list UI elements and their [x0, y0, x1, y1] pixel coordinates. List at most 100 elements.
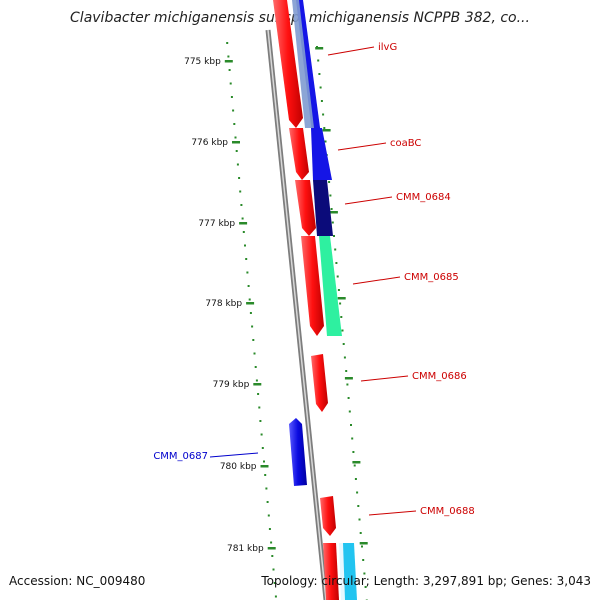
ruler-dot — [228, 69, 231, 71]
ruler-dot-outer — [340, 316, 343, 318]
ruler-dot — [246, 271, 249, 274]
ruler-dot-outer — [335, 262, 338, 264]
ruler-dot-outer — [337, 289, 340, 291]
gene-label-leader-line — [368, 510, 417, 516]
genome-backbone-inner — [267, 29, 327, 600]
gene-arrow-CMM_0688[interactable] — [320, 496, 336, 536]
gene-label-cmm-0685[interactable]: CMM_0685 — [404, 272, 459, 283]
ruler-major-tick — [224, 60, 233, 63]
ruler-major-tick — [253, 383, 262, 386]
ruler-dot-outer — [350, 424, 352, 426]
ruler-dot — [244, 244, 246, 247]
orf-bar-cyan-light[interactable] — [339, 543, 345, 600]
tick-label: 779 kbp — [213, 380, 250, 390]
gene-label-ilvg[interactable]: ilvG — [378, 42, 397, 53]
ruler-dot — [273, 582, 276, 584]
ruler-dot-outer — [343, 356, 346, 359]
ruler-dot — [226, 42, 229, 44]
tick-label: 778 kbp — [205, 299, 242, 309]
ruler-dot — [265, 487, 268, 490]
ruler-dot-outer — [353, 464, 356, 467]
ruler-dot-outer — [357, 505, 360, 507]
ruler-dot — [259, 420, 262, 422]
gene-track — [273, 0, 339, 600]
ruler-major-tick-outer — [322, 129, 331, 132]
ruler-dot-outer — [318, 73, 321, 75]
ruler-dot-outer — [323, 127, 326, 129]
ruler-dot — [234, 136, 237, 139]
ruler-dot — [235, 150, 238, 152]
ruler-major-tick-outer — [337, 297, 346, 300]
ruler-dot — [270, 541, 273, 544]
ruler-dot — [272, 568, 275, 571]
ruler-dot — [232, 109, 235, 112]
orf-bar-green[interactable] — [319, 236, 342, 336]
ruler-dot-outer — [364, 586, 367, 588]
ruler-dot-outer — [339, 302, 342, 305]
tick-label: 777 kbp — [198, 219, 235, 229]
ruler-dot — [238, 177, 241, 179]
gene-arrow-coaBC[interactable] — [289, 128, 309, 180]
ruler-dot — [230, 96, 233, 98]
ruler-dot — [267, 514, 270, 517]
gene-label-leader-line — [344, 196, 393, 205]
ruler-dot-outer — [361, 545, 363, 548]
ruler-dot-outer — [317, 59, 320, 62]
tick-label: 780 kbp — [220, 462, 257, 472]
ruler-dot — [260, 433, 263, 436]
orf-bar-navy[interactable] — [313, 180, 333, 236]
ruler-dot-outer — [352, 451, 355, 453]
ruler-dot — [251, 325, 254, 328]
ruler-dot-outer — [324, 140, 327, 143]
gene-label-leader-line — [360, 375, 409, 382]
ruler-major-tick — [239, 222, 248, 225]
orf-bar-grey[interactable] — [292, 0, 314, 128]
orf-bar-cyan[interactable] — [341, 543, 357, 600]
ruler-dot-outer — [363, 572, 366, 575]
ruler-major-tick — [232, 141, 240, 144]
ruler-dot-outer — [336, 275, 339, 278]
tick-label: 776 kbp — [191, 138, 228, 148]
ruler-major-tick — [246, 302, 255, 305]
gene-label-leader-line — [337, 142, 387, 151]
orf-bar-blue-2[interactable] — [311, 128, 332, 180]
gene-arrow-CMM_0686[interactable] — [311, 354, 328, 412]
gene-label-cmm-0684[interactable]: CMM_0684 — [396, 192, 451, 203]
ruler-major-tick — [267, 547, 276, 550]
gene-label-coabc[interactable]: coaBC — [390, 138, 421, 149]
gene-arrow-ilvG[interactable] — [273, 0, 303, 128]
gene-labels: ilvG coaBC CMM_0684 CMM_0685 CMM_0686 CMM_068… — [153, 42, 474, 517]
gene-label-leader-line — [352, 276, 401, 285]
gene-label-cmm-0688[interactable]: CMM_0688 — [420, 506, 475, 517]
ruler-dot-outer — [334, 248, 337, 251]
ruler-dot — [252, 339, 255, 341]
ruler-dot — [239, 190, 242, 193]
ruler-dot — [264, 474, 267, 476]
gene-arrow-next[interactable] — [323, 543, 339, 600]
gene-arrow-CMM_0684[interactable] — [295, 180, 316, 236]
gene-label-leader-line — [209, 452, 259, 458]
ruler-dot — [253, 352, 256, 355]
ruler-ticks — [224, 42, 368, 600]
tick-label: 781 kbp — [227, 544, 264, 554]
ruler-dot-outer — [356, 491, 359, 494]
ruler-dot-outer — [319, 86, 322, 89]
gene-label-cmm-0686[interactable]: CMM_0686 — [412, 371, 467, 382]
ruler-dot — [263, 460, 265, 463]
ruler-dot — [245, 258, 248, 260]
ruler-dot-outer — [345, 370, 348, 372]
ruler-dot-outer — [342, 343, 345, 345]
ruler-dot-outer — [346, 383, 349, 386]
gene-arrow-CMM_0685[interactable] — [301, 236, 324, 336]
gene-label-cmm-0687[interactable]: CMM_0687 — [153, 451, 208, 462]
gene-label-leader-line — [327, 46, 375, 56]
ruler-dot-outer — [347, 397, 350, 399]
gene-arrow-CMM_0687[interactable] — [289, 418, 307, 486]
ruler-dot-outer — [351, 437, 354, 440]
ruler-dot-outer — [330, 208, 333, 210]
ruler-major-tick-outer — [329, 211, 338, 214]
ruler-dot — [271, 555, 274, 557]
ruler-dot — [247, 285, 250, 287]
ruler-dot — [249, 312, 252, 314]
